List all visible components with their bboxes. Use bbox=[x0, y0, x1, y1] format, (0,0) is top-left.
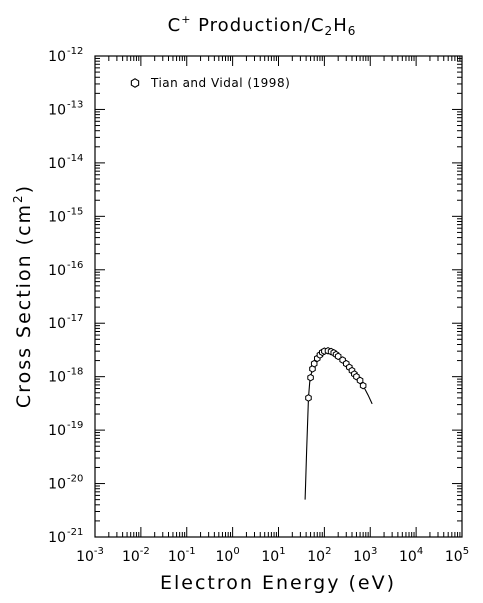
x-tick-label: 103 bbox=[353, 546, 377, 565]
x-axis-tick-labels: 10-3 10-2 10-1 100 101 102 103 104 105 bbox=[76, 546, 469, 565]
y-tick-label: 10-18 bbox=[48, 367, 83, 386]
data-point-hexagon bbox=[305, 394, 312, 402]
legend-hexagon-icon bbox=[130, 78, 140, 88]
y-tick-label: 10-13 bbox=[48, 99, 83, 118]
y-tick-label: 10-19 bbox=[48, 420, 83, 439]
chart-title: C+​ Production/C2​H6​ bbox=[168, 13, 357, 38]
legend-label: Tian and Vidal (1998) bbox=[150, 76, 290, 90]
x-tick-label: 101 bbox=[261, 546, 285, 565]
x-tick-label: 104 bbox=[399, 546, 423, 565]
x-tick-label: 105 bbox=[445, 546, 469, 565]
x-tick-label: 10-1 bbox=[168, 546, 196, 565]
x-tick-label: 10-2 bbox=[122, 546, 150, 565]
data-point-hexagon bbox=[309, 365, 316, 373]
y-tick-label: 10-21 bbox=[48, 527, 83, 546]
x-axis-title: Electron Energy (eV) bbox=[160, 572, 396, 594]
x-tick-label: 10-3 bbox=[76, 546, 104, 565]
y-tick-label: 10-14 bbox=[48, 153, 83, 172]
axis-ticks bbox=[94, 55, 463, 538]
y-axis-title: Cross Section (cm2) bbox=[11, 184, 35, 408]
x-tick-label: 100 bbox=[216, 546, 240, 565]
data-point-hexagon bbox=[334, 352, 342, 361]
plot-frame bbox=[94, 55, 463, 538]
y-tick-label: 10-17 bbox=[48, 313, 83, 332]
y-tick-label: 10-12 bbox=[48, 46, 83, 65]
data-point-hexagon bbox=[310, 359, 318, 368]
data-point-hexagon bbox=[307, 373, 314, 382]
series-line bbox=[304, 350, 373, 500]
y-axis-tick-labels: 10-21 10-20 10-19 10-18 10-17 10-16 10-15 10-14… bbox=[48, 46, 83, 546]
y-tick-label: 10-20 bbox=[48, 474, 83, 493]
y-tick-label: 10-16 bbox=[48, 260, 83, 279]
legend: Tian and Vidal (1998) bbox=[130, 76, 290, 90]
series-layer bbox=[304, 347, 373, 500]
data-point-hexagon bbox=[359, 381, 367, 390]
y-tick-label: 10-15 bbox=[48, 206, 83, 225]
x-tick-label: 102 bbox=[307, 546, 331, 565]
legend-marker-hexagon bbox=[130, 78, 140, 88]
